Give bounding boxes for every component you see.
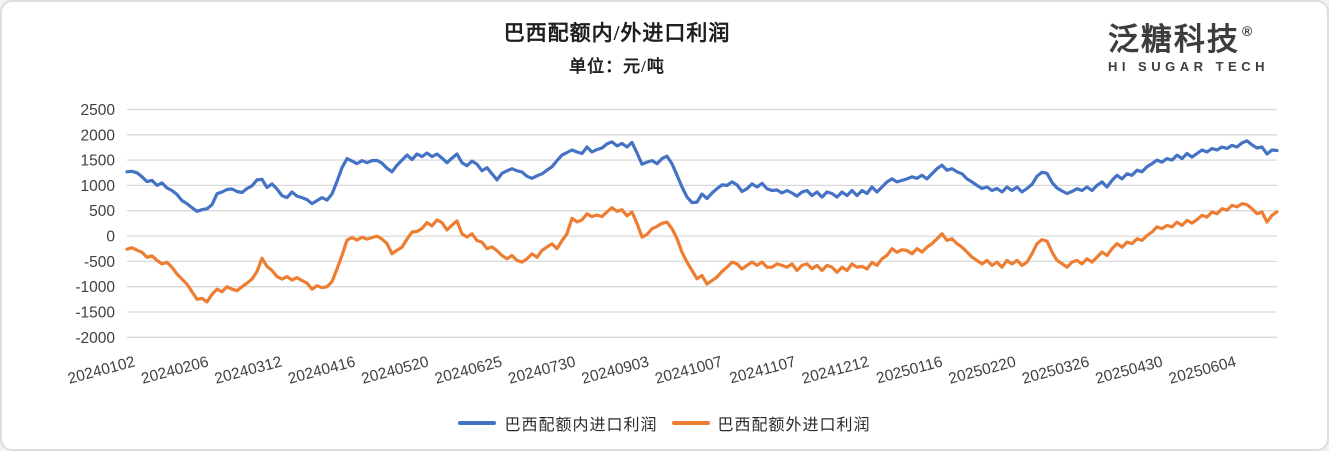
svg-text:1500: 1500: [81, 153, 116, 170]
svg-text:20250326: 20250326: [1020, 353, 1091, 387]
svg-text:0: 0: [106, 229, 115, 246]
svg-text:500: 500: [89, 203, 115, 220]
svg-text:20240520: 20240520: [360, 353, 431, 387]
legend-item-out-quota: 巴西配额外进口利润: [671, 411, 871, 435]
legend-item-in-quota: 巴西配额内进口利润: [458, 411, 657, 435]
registered-trademark-icon: ®: [1241, 23, 1253, 39]
svg-text:20250604: 20250604: [1167, 353, 1238, 387]
chart-header: 巴西配额内/外进口利润 单位：元/吨: [2, 17, 1232, 77]
svg-text:20250430: 20250430: [1094, 353, 1165, 387]
svg-text:20240625: 20240625: [433, 353, 504, 387]
svg-text:20250116: 20250116: [875, 353, 945, 387]
svg-text:20241212: 20241212: [800, 353, 871, 387]
svg-text:2500: 2500: [81, 102, 116, 119]
svg-text:-500: -500: [84, 254, 115, 271]
svg-text:-1000: -1000: [75, 279, 115, 296]
svg-text:-2000: -2000: [75, 330, 115, 347]
svg-text:20240102: 20240102: [66, 353, 137, 387]
brand-tagline: HI SUGAR TECH: [1107, 59, 1269, 74]
brand-logo: 泛糖科技 ® HI SUGAR TECH: [1108, 24, 1269, 73]
brand-name: 泛糖科技: [1107, 22, 1240, 57]
legend-label-out-quota: 巴西配额外进口利润: [717, 417, 871, 434]
svg-text:20241107: 20241107: [728, 353, 798, 387]
legend-line-swatch-orange-icon: [671, 421, 710, 425]
legend-line-swatch-blue-icon: [458, 421, 497, 425]
svg-text:-1500: -1500: [75, 305, 115, 322]
svg-text:20240903: 20240903: [580, 353, 651, 387]
svg-text:20240416: 20240416: [286, 353, 357, 387]
chart-legend: 巴西配额内进口利润 巴西配额外进口利润: [2, 411, 1327, 435]
chart-unit-label: 单位：元/吨: [569, 57, 665, 76]
svg-text:1000: 1000: [81, 178, 116, 195]
svg-text:20250220: 20250220: [947, 353, 1018, 387]
svg-text:20241007: 20241007: [653, 353, 724, 387]
brand-name-row: 泛糖科技 ®: [1108, 24, 1269, 55]
svg-text:20240730: 20240730: [506, 353, 577, 387]
legend-label-in-quota: 巴西配额内进口利润: [504, 417, 658, 434]
chart-title: 巴西配额内/外进口利润: [503, 21, 731, 45]
svg-text:20240206: 20240206: [139, 353, 210, 387]
svg-text:20240312: 20240312: [213, 353, 284, 387]
svg-text:2000: 2000: [81, 127, 116, 144]
